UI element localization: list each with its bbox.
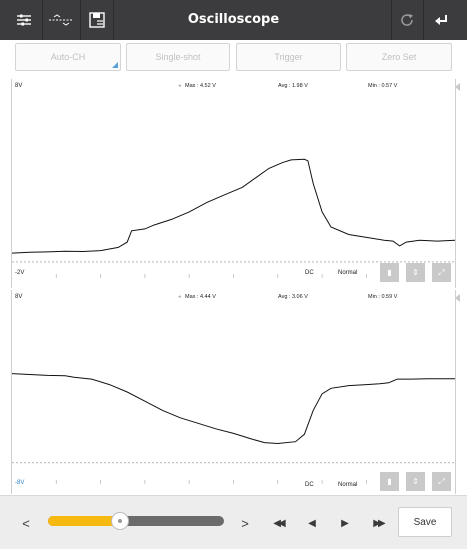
playback-bar: < > ◀◀ ◀ ▶ ▶▶ Save — [0, 495, 467, 549]
cursor-arrow-icon: ◂ — [178, 83, 181, 89]
next-button[interactable]: > — [241, 515, 249, 531]
channel-2-panel: 8V ◂ Max : 4.44 V Avg : 3.06 V Min : 0.5… — [11, 290, 460, 494]
zero-set-button[interactable]: Zero Set — [346, 43, 452, 71]
channel-2-coupling: DC — [305, 482, 314, 488]
trigger-button[interactable]: Trigger — [236, 43, 341, 71]
waveform-icon[interactable] — [47, 7, 75, 33]
channel-1-max: Max : 4.52 V — [185, 83, 216, 89]
channel-2-freeze-button[interactable]: ▮ — [380, 472, 399, 491]
channel-1-voltage-bottom: -2V — [15, 270, 25, 276]
waveform-trace — [12, 158, 455, 254]
save-file-icon[interactable] — [84, 7, 110, 33]
single-shot-button[interactable]: Single-shot — [126, 43, 230, 71]
title-bar: Oscilloscope — [0, 0, 467, 40]
channel-1-mode: Normal — [338, 270, 358, 276]
fast-forward-button[interactable]: ▶▶ — [373, 517, 385, 529]
step-forward-button[interactable]: ▶ — [341, 517, 349, 529]
scope-toolbar: Auto-CH Single-shot Trigger Zero Set — [0, 40, 467, 76]
channel-1-voltage-top: 8V — [15, 83, 23, 89]
channel-2-top-marker — [455, 294, 460, 302]
channel-2-scale-button[interactable]: ⇕ — [406, 472, 425, 491]
back-icon[interactable] — [428, 7, 454, 33]
window-title: Oscilloscope — [187, 12, 280, 27]
channel-1-scale-button[interactable]: ⇕ — [406, 263, 425, 282]
channel-1-panel: 8V ◂ Max : 4.52 V Avg : 1.98 V Min : 0.5… — [11, 79, 460, 288]
cursor-arrow-icon: ◂ — [178, 294, 181, 300]
fast-back-button[interactable]: ◀◀ — [273, 517, 285, 529]
trigger-label: Trigger — [274, 52, 303, 62]
auto-ch-button[interactable]: Auto-CH — [15, 43, 121, 71]
single-shot-label: Single-shot — [155, 52, 201, 62]
auto-ch-label: Auto-CH — [50, 52, 86, 62]
sliders-icon[interactable] — [11, 7, 37, 33]
channel-2-voltage-bottom: -8V — [15, 480, 25, 486]
dropdown-corner-icon — [112, 62, 118, 68]
prev-button[interactable]: < — [22, 515, 30, 531]
channel-1-expand-button[interactable]: ⤢ — [432, 263, 451, 282]
channel-2-mode: Normal — [338, 482, 358, 488]
save-button[interactable]: Save — [398, 507, 452, 537]
step-back-button[interactable]: ◀ — [308, 517, 316, 529]
channel-1-top-marker — [455, 83, 460, 91]
timeline-progress — [48, 516, 121, 526]
refresh-icon[interactable] — [394, 7, 420, 33]
channel-1-coupling: DC — [305, 270, 314, 276]
channel-1-freeze-button[interactable]: ▮ — [380, 263, 399, 282]
waveform-trace — [12, 373, 455, 445]
channel-2-voltage-top: 8V — [15, 294, 23, 300]
channel-2-avg: Avg : 3.06 V — [278, 294, 308, 300]
channel-2-plot[interactable] — [12, 290, 455, 494]
channel-1-plot[interactable] — [12, 79, 455, 288]
timeline-thumb[interactable] — [111, 512, 130, 530]
channel-2-min: Min : 0.59 V — [368, 294, 398, 300]
zero-set-label: Zero Set — [381, 52, 417, 62]
timeline-slider[interactable] — [48, 512, 224, 530]
channel-2-expand-button[interactable]: ⤢ — [432, 472, 451, 491]
channel-1-avg: Avg : 1.98 V — [278, 83, 308, 89]
channel-2-max: Max : 4.44 V — [185, 294, 216, 300]
channel-1-min: Min : 0.57 V — [368, 83, 398, 89]
